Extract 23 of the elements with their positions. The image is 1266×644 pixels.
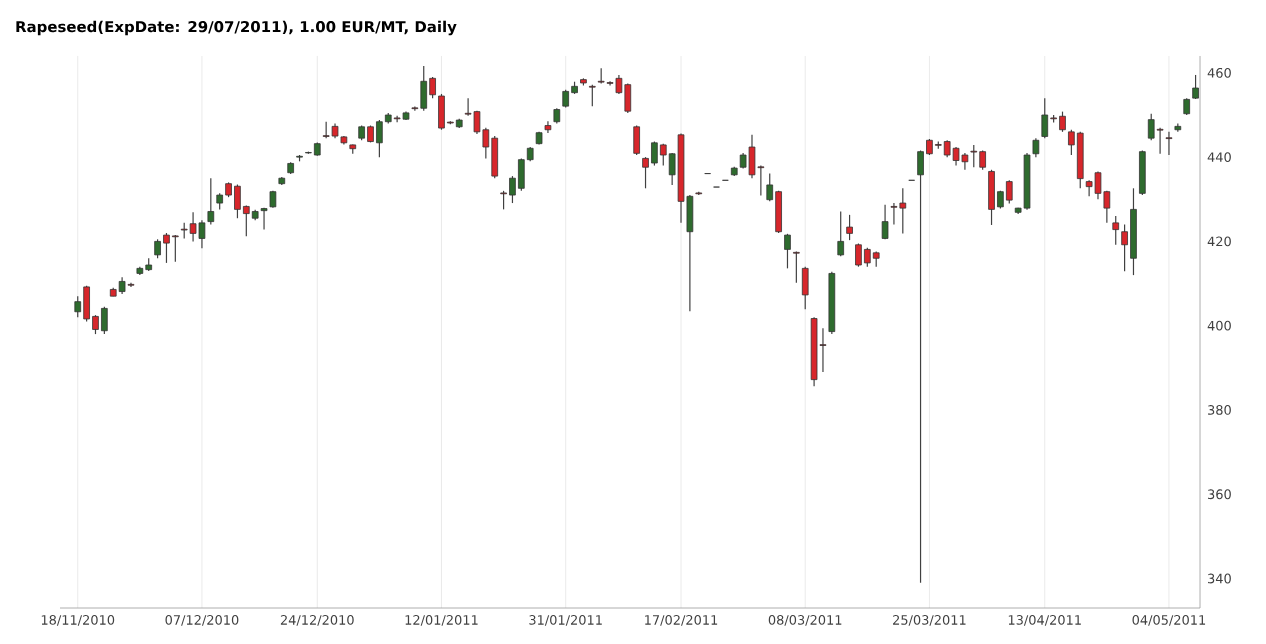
candlestick	[837, 210, 845, 257]
candlestick	[1005, 179, 1013, 205]
candlestick	[1192, 74, 1199, 100]
candlestick	[801, 266, 809, 310]
candlestick	[881, 204, 889, 240]
candlestick	[748, 134, 756, 179]
candlestick	[1165, 131, 1173, 156]
candlestick	[1032, 137, 1040, 158]
candlestick	[784, 233, 791, 269]
candlestick	[970, 144, 978, 168]
candlestick	[588, 84, 596, 107]
candlestick	[1112, 215, 1120, 246]
candlestick	[1139, 149, 1146, 196]
candlestick	[1076, 131, 1084, 189]
candlestick	[544, 120, 552, 134]
candlestick	[633, 124, 640, 156]
candlestick	[1041, 97, 1049, 139]
candlestick	[890, 202, 898, 226]
candlestick	[952, 146, 960, 167]
candlestick	[793, 250, 800, 284]
candlestick	[846, 214, 853, 241]
candlestick	[207, 177, 215, 226]
candlestick	[1156, 127, 1164, 155]
